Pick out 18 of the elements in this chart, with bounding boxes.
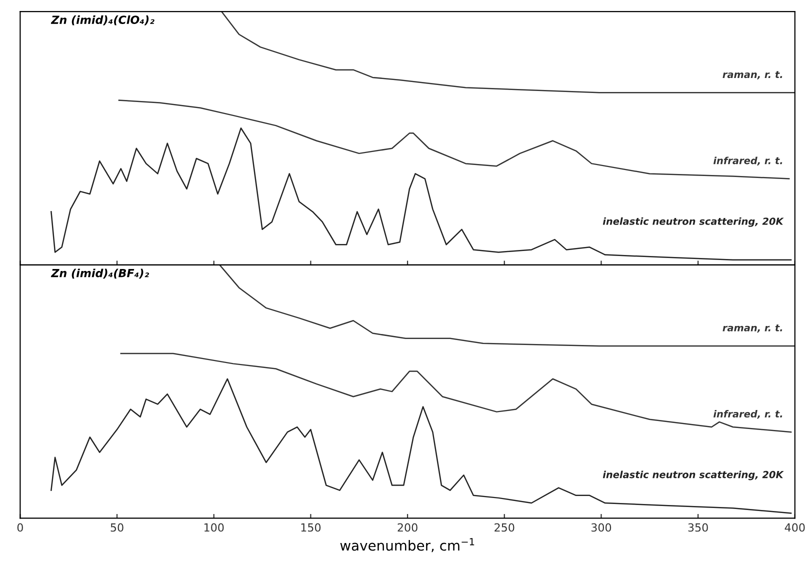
series-label: raman, r. t.: [722, 324, 782, 333]
x-tick-label: 300: [591, 523, 612, 532]
text: inelastic neutron scattering, 20K: [602, 470, 784, 480]
x-tick-label: 350: [688, 523, 708, 532]
text: inelastic neutron scattering, 20K: [602, 217, 784, 227]
x-tick-label: 250: [494, 523, 514, 532]
x-tick-label: 400: [784, 523, 805, 532]
series-label: raman, r. t.: [722, 71, 782, 80]
x-tick-label: 50: [110, 523, 124, 532]
series-label: infrared, r. t.: [713, 156, 782, 166]
x-axis-title: wavenumber, cm$^{−1}$: [340, 538, 474, 552]
series-label: infrared, r. t.: [713, 410, 782, 419]
annotation: Zn (imid)₄(BF₄)₂: [50, 268, 150, 279]
x-tick-label: 100: [204, 523, 224, 532]
x-tick-label: 200: [398, 523, 418, 532]
annotation: Zn (imid)₄(ClO₄)₂: [50, 15, 154, 26]
x-tick-label: 150: [301, 523, 321, 532]
x-tick-label: 0: [17, 523, 23, 532]
